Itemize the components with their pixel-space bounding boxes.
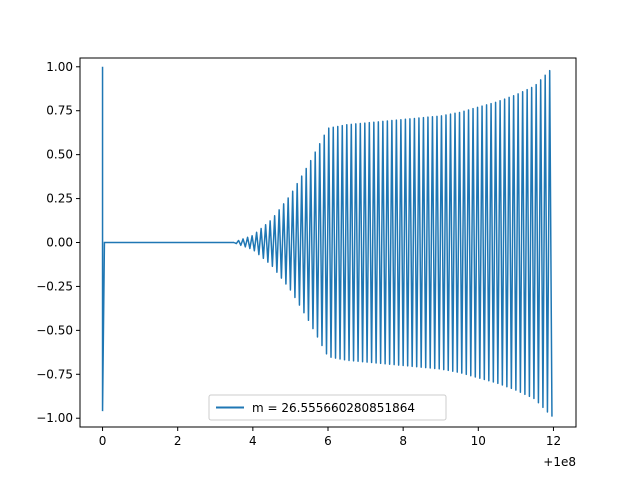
x-axis: 0 2 4 6 8 10 12 bbox=[99, 427, 561, 448]
y-tick-label: −0.50 bbox=[36, 323, 73, 337]
x-tick-label: 10 bbox=[471, 434, 486, 448]
y-tick-label: 0.50 bbox=[46, 148, 73, 162]
series-line-start bbox=[101, 66, 235, 412]
x-tick-label: 12 bbox=[546, 434, 561, 448]
legend-box bbox=[208, 394, 447, 421]
legend-label: m = 26.555660280851864 bbox=[252, 401, 415, 415]
x-tick-label: 6 bbox=[324, 434, 332, 448]
series-line-oscillation bbox=[233, 69, 553, 417]
y-tick-label: 0.75 bbox=[46, 104, 73, 118]
x-tick-label: 8 bbox=[399, 434, 407, 448]
y-tick-label: 0.25 bbox=[46, 192, 73, 206]
x-offset-label: +1e8 bbox=[543, 455, 576, 469]
legend[interactable]: m = 26.555660280851864 bbox=[208, 394, 447, 421]
y-tick-label: 1.00 bbox=[46, 60, 73, 74]
series-layer bbox=[101, 66, 553, 417]
y-tick-label: 0.00 bbox=[46, 236, 73, 250]
y-tick-label: −0.75 bbox=[36, 367, 73, 381]
x-tick-label: 0 bbox=[99, 434, 107, 448]
x-tick-label: 4 bbox=[249, 434, 257, 448]
x-tick-label: 2 bbox=[174, 434, 182, 448]
y-tick-label: −1.00 bbox=[36, 411, 73, 425]
y-axis: −1.00 −0.75 −0.50 −0.25 0.00 0.25 0.50 0.75 1.00 bbox=[36, 60, 80, 425]
y-tick-label: −0.25 bbox=[36, 279, 73, 293]
